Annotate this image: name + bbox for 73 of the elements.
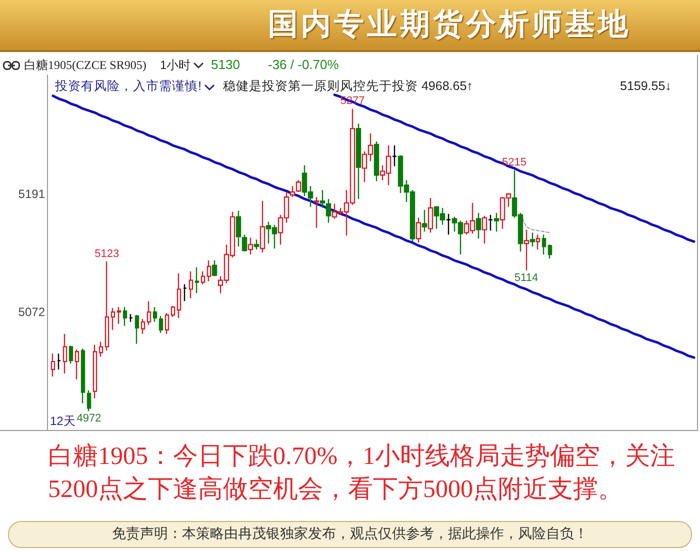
candlestick: [182, 284, 188, 302]
candlestick: [158, 315, 164, 334]
candlestick: [170, 305, 176, 318]
candlestick: [176, 272, 182, 319]
candlestick: [164, 312, 170, 334]
candlestick: [116, 306, 122, 324]
candlestick: [62, 333, 68, 374]
candlestick: [236, 210, 242, 248]
candlestick: [128, 313, 134, 323]
candlestick: [56, 353, 62, 370]
candlestick: [110, 307, 116, 330]
candlestick: [494, 212, 500, 232]
candlestick: [140, 318, 146, 334]
y-tick-label: 5072: [18, 304, 46, 319]
candlestick: [68, 345, 74, 364]
y-tick-label: 5191: [18, 186, 46, 201]
candlestick: [242, 234, 248, 252]
candlestick: [248, 237, 254, 256]
candlestick: [92, 344, 98, 399]
candlestick: [206, 260, 212, 282]
banner: 国内专业期货分析师基地: [0, 0, 700, 52]
line-series: [333, 94, 696, 243]
candlestick: [536, 234, 540, 250]
candlestick: [152, 306, 158, 323]
candlestick: [134, 314, 140, 344]
candlestick: [488, 214, 494, 232]
candlestick: [146, 300, 152, 326]
candlestick: [422, 209, 428, 232]
annotation: 5215: [502, 156, 527, 169]
candlestick: [296, 180, 302, 193]
candlestick: [374, 140, 380, 182]
candlestick: [548, 244, 552, 260]
text: 5130: [211, 57, 240, 73]
annotation: 稳健是投资第一原则风控先于投资 4968.65↑: [223, 79, 473, 94]
candlestick: [260, 200, 266, 254]
annotation: 12天: [50, 414, 76, 428]
annotation: 5123: [94, 248, 120, 260]
notice-box: 免责声明：本策略由冉茂银独家发布，观点仅供参考，据此操作，风险自负！: [8, 521, 692, 548]
candlestick: [476, 212, 482, 240]
line-series: [52, 94, 696, 359]
text: 白糖1905：今日下跌0.70%，1小时线格局走势偏空，关注5200点之下逢高做空机会，看下方5000点附近支撑。: [48, 442, 676, 505]
candlestick: [50, 353, 56, 378]
candlestick: [320, 189, 326, 208]
candlestick: [212, 260, 218, 277]
candlestick: [86, 390, 92, 412]
candlestick: [542, 234, 546, 256]
candlestick: [200, 270, 206, 285]
text: 1小时: [160, 58, 191, 73]
candlestick: [416, 217, 422, 244]
annotation: 4972: [76, 412, 102, 425]
candlestick: [524, 229, 530, 271]
candlestick: [530, 232, 536, 248]
candlestick: [428, 197, 434, 234]
chart-title: 白糖1905(CZCE SR905): [24, 58, 146, 73]
candlestick: [446, 213, 452, 236]
candlestick: [194, 266, 200, 294]
annotation: 5159.55↓: [620, 79, 672, 94]
candlestick: [188, 270, 194, 299]
candlestick: [98, 341, 104, 358]
candlestick: [314, 196, 320, 228]
text: -36 / -0.70%: [268, 57, 339, 73]
candlestick: [482, 215, 488, 244]
candlestick: [122, 306, 128, 326]
candlestick: [392, 144, 398, 167]
annotation: 投资有风险，入市需谨慎!: [55, 79, 202, 94]
candlestick: [254, 239, 260, 250]
annotation: 5114: [514, 272, 538, 284]
candlestick: [104, 260, 110, 352]
candlestick: [290, 185, 296, 198]
candlestick: [326, 198, 332, 224]
candlestick: [74, 349, 80, 380]
candlestick: [356, 122, 362, 200]
candlestick: [80, 348, 86, 404]
